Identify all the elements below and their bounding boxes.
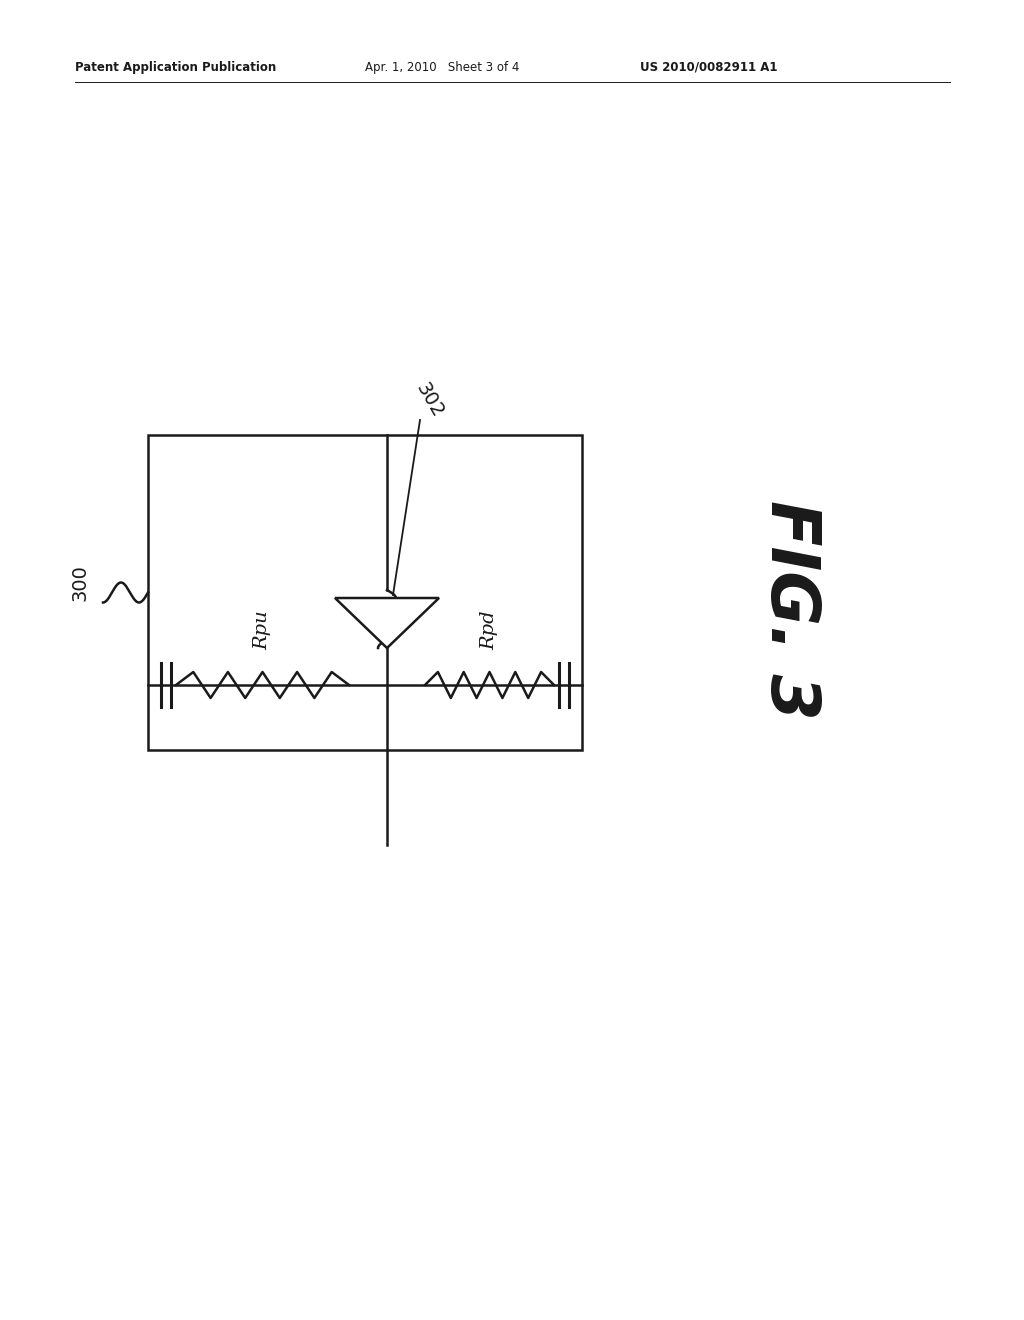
Text: 302: 302 <box>413 379 447 421</box>
Text: FIG. 3: FIG. 3 <box>757 500 823 719</box>
Text: Rpu: Rpu <box>254 610 271 649</box>
Polygon shape <box>335 598 439 648</box>
Text: Apr. 1, 2010   Sheet 3 of 4: Apr. 1, 2010 Sheet 3 of 4 <box>365 61 519 74</box>
Bar <box>148 436 582 750</box>
Text: Rpd: Rpd <box>480 610 499 649</box>
Text: US 2010/0082911 A1: US 2010/0082911 A1 <box>640 61 777 74</box>
Text: 300: 300 <box>71 564 89 601</box>
Text: Patent Application Publication: Patent Application Publication <box>75 61 276 74</box>
